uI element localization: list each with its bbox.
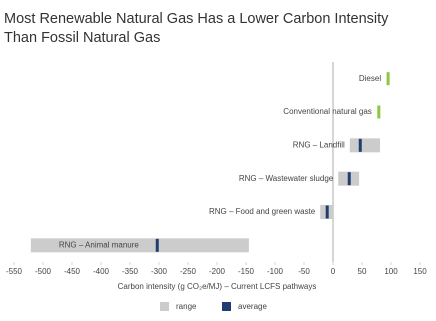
category-label: RNG – Wastewater sludge (239, 174, 334, 183)
x-tick-label: -150 (238, 267, 255, 276)
category-label: RNG – Food and green waste (209, 207, 316, 216)
x-tick-label: 150 (413, 267, 427, 276)
category-label: RNG – Landfill (293, 140, 345, 149)
x-tick-label: 50 (358, 267, 367, 276)
category-label: Conventional natural gas (283, 107, 372, 116)
category-label: Diesel (359, 74, 381, 83)
average-marker (325, 205, 329, 219)
x-tick-label: -100 (267, 267, 284, 276)
legend-label: range (176, 302, 197, 311)
range-bar (349, 138, 380, 153)
average-marker (155, 238, 159, 252)
range-bar (30, 238, 249, 253)
average-marker (386, 72, 390, 86)
x-tick-label: -250 (180, 267, 197, 276)
x-tick-label: -550 (6, 267, 23, 276)
category-label: RNG – Animal manure (59, 240, 140, 249)
average-marker (377, 105, 381, 119)
x-tick-label: 100 (384, 267, 398, 276)
x-tick-label: -450 (64, 267, 81, 276)
average-marker (358, 138, 362, 152)
x-tick-label: 0 (331, 267, 336, 276)
x-tick-label: -500 (35, 267, 52, 276)
x-axis-title: Carbon intensity (g CO₂e/MJ) – Current L… (118, 282, 317, 291)
x-tick-label: -400 (93, 267, 110, 276)
legend-swatch (160, 302, 169, 311)
x-tick-label: -300 (151, 267, 168, 276)
x-tick-label: -50 (298, 267, 310, 276)
x-tick-label: -350 (122, 267, 139, 276)
chart-title: Than Fossil Natural Gas (4, 30, 160, 46)
x-tick-label: -200 (209, 267, 226, 276)
legend-label: average (238, 302, 267, 311)
legend-swatch (222, 302, 231, 311)
chart-title: Most Renewable Natural Gas Has a Lower C… (4, 11, 389, 27)
average-marker (347, 172, 351, 186)
